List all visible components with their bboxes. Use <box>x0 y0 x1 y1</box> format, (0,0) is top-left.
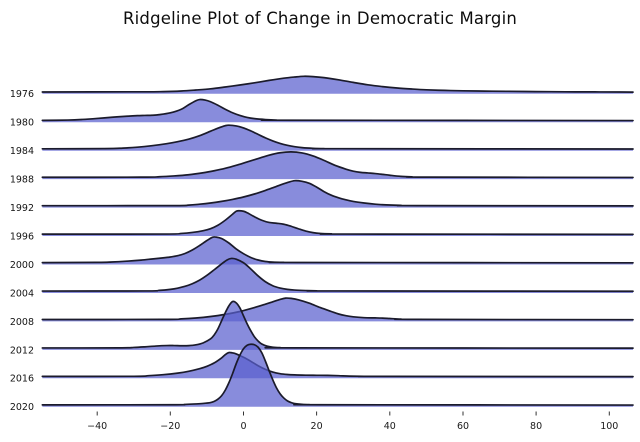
density-row-2012: 2012 <box>10 300 634 356</box>
x-tick-label: 100 <box>600 421 618 432</box>
year-label-1992: 1992 <box>10 203 34 214</box>
x-tick-label: 0 <box>240 421 246 432</box>
density-fill-1984 <box>42 125 634 151</box>
density-fill-2008 <box>42 298 634 322</box>
density-row-1988: 1988 <box>10 150 634 186</box>
density-outline-2000 <box>41 236 634 264</box>
density-fill-2016 <box>42 352 634 379</box>
density-outline-1988 <box>41 150 634 179</box>
x-axis: −40 −20 0 20 40 60 80 100 <box>87 411 618 432</box>
year-label-1996: 1996 <box>10 232 34 243</box>
year-label-2008: 2008 <box>10 317 34 328</box>
x-tick-label: 60 <box>457 421 469 432</box>
density-outline-2008 <box>41 297 634 321</box>
density-row-2020: 2020 <box>10 343 634 413</box>
density-outline-1996 <box>41 209 634 236</box>
year-label-1988: 1988 <box>10 175 34 186</box>
density-outline-2012 <box>41 300 634 349</box>
density-row-1984: 1984 <box>10 124 634 157</box>
density-outline-2004 <box>41 257 634 293</box>
density-fill-2012 <box>42 301 634 350</box>
density-fill-1976 <box>42 76 634 94</box>
density-row-1980: 1980 <box>10 98 634 129</box>
year-label-1984: 1984 <box>10 146 34 157</box>
x-tick-label: 40 <box>384 421 396 432</box>
year-label-2016: 2016 <box>10 374 34 385</box>
year-label-2004: 2004 <box>10 288 34 299</box>
density-outline-2020 <box>41 343 634 406</box>
x-tick-label: 80 <box>530 421 542 432</box>
density-fill-1988 <box>42 151 634 180</box>
year-label-1980: 1980 <box>10 118 34 129</box>
density-fill-2000 <box>42 236 634 265</box>
density-fill-1980 <box>42 99 634 123</box>
density-outline-1980 <box>41 98 634 122</box>
density-row-2004: 2004 <box>10 257 634 299</box>
density-row-2016: 2016 <box>10 351 634 385</box>
x-tick-label: −20 <box>160 421 180 432</box>
density-fill-1992 <box>42 180 634 208</box>
density-outline-1992 <box>41 179 634 207</box>
density-outline-1984 <box>41 124 634 150</box>
density-row-1976: 1976 <box>10 75 634 100</box>
x-tick-label: −40 <box>87 421 107 432</box>
year-label-1976: 1976 <box>10 89 34 100</box>
density-row-1992: 1992 <box>10 179 634 214</box>
year-label-2020: 2020 <box>10 402 34 413</box>
x-tick-label: 20 <box>311 421 323 432</box>
density-fill-1996 <box>42 210 634 237</box>
chart-title: Ridgeline Plot of Change in Democratic M… <box>122 9 518 28</box>
density-outline-2016 <box>41 351 634 378</box>
year-label-2000: 2000 <box>10 260 34 271</box>
density-row-1996: 1996 <box>10 209 634 243</box>
density-row-2008: 2008 <box>10 297 634 328</box>
year-label-2012: 2012 <box>10 345 34 356</box>
density-row-2000: 2000 <box>10 236 634 271</box>
density-outline-1976 <box>41 75 634 93</box>
